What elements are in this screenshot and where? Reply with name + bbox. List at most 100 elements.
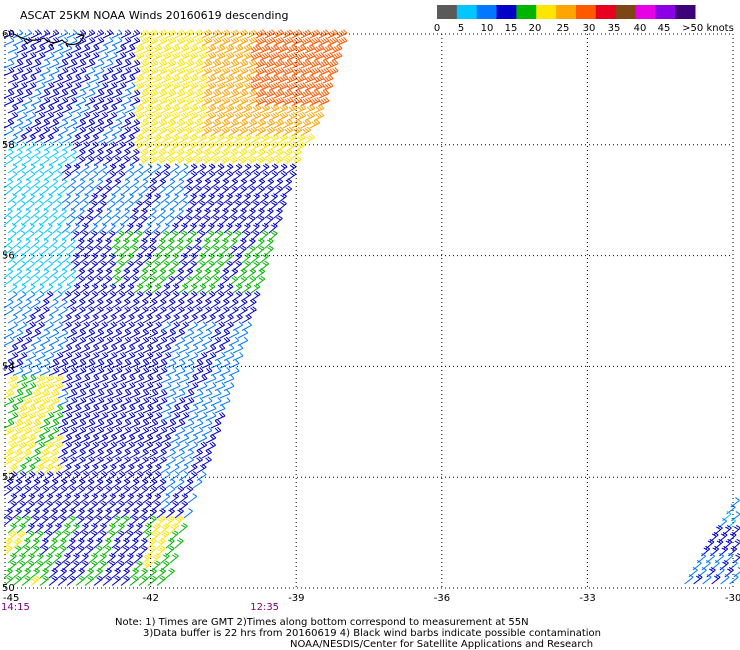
wind-barb xyxy=(727,531,737,543)
wind-barb xyxy=(156,298,167,309)
wind-barb xyxy=(201,178,212,189)
wind-barb xyxy=(318,59,330,69)
wind-barb xyxy=(25,313,36,324)
wind-barb xyxy=(25,552,35,564)
wind-barb xyxy=(174,237,184,249)
wind-barb xyxy=(12,367,24,376)
wind-barb xyxy=(7,344,19,354)
wind-barb xyxy=(142,104,154,114)
wind-barb xyxy=(106,382,118,391)
wind-barb xyxy=(214,193,224,204)
longitude-label: -42 xyxy=(143,593,159,604)
wind-barb xyxy=(57,508,67,519)
wind-barb xyxy=(102,397,114,406)
wind-barb xyxy=(138,298,149,309)
wind-barb xyxy=(169,133,180,144)
wind-barb xyxy=(70,552,80,564)
wind-barb xyxy=(228,29,240,39)
wind-barb xyxy=(178,441,190,451)
wind-barb xyxy=(7,434,19,444)
wind-barb xyxy=(147,178,158,189)
wind-barb xyxy=(48,59,60,69)
wind-barb xyxy=(237,237,247,249)
wind-barb xyxy=(48,567,58,579)
wind-barb xyxy=(39,29,51,39)
wind-barb xyxy=(264,96,276,106)
wind-barb xyxy=(169,522,179,534)
legend-label: 30 xyxy=(583,23,596,34)
wind-barb xyxy=(106,163,117,174)
wind-barb xyxy=(201,329,213,339)
wind-barb xyxy=(147,36,159,46)
wind-barb xyxy=(178,522,188,534)
wind-barb xyxy=(52,252,62,264)
wind-barb xyxy=(21,29,33,39)
wind-barb xyxy=(237,148,248,159)
wind-barb xyxy=(232,111,244,121)
wind-barb xyxy=(232,344,244,354)
wind-barb xyxy=(75,367,87,376)
wind-barb xyxy=(192,36,204,46)
wind-barb xyxy=(129,359,141,369)
wind-barb xyxy=(165,298,176,309)
wind-barb xyxy=(160,313,171,324)
wind-barb xyxy=(205,222,215,234)
wind-barb xyxy=(237,178,248,189)
wind-barb xyxy=(48,67,60,76)
wind-barb xyxy=(88,82,100,91)
wind-barb xyxy=(57,67,69,76)
wind-barb xyxy=(120,367,132,376)
wind-barb xyxy=(25,344,37,354)
wind-barb xyxy=(97,404,109,414)
wind-barb xyxy=(133,82,145,91)
wind-barb xyxy=(688,566,698,578)
wind-barb xyxy=(259,222,269,234)
wind-barb xyxy=(183,29,195,39)
wind-barb xyxy=(7,283,18,294)
wind-barb xyxy=(120,567,130,579)
wind-barb xyxy=(138,389,150,399)
wind-barb xyxy=(232,82,244,91)
wind-barb xyxy=(43,382,55,391)
wind-barb xyxy=(70,321,81,331)
wind-barb xyxy=(30,207,40,219)
wind-barb xyxy=(250,163,261,174)
wind-barb xyxy=(273,59,285,69)
wind-barb xyxy=(61,493,72,504)
wind-barb xyxy=(255,178,266,189)
wind-barb xyxy=(52,351,64,361)
wind-barb xyxy=(169,163,180,174)
wind-barb xyxy=(192,119,204,129)
wind-barb xyxy=(183,359,195,369)
wind-barb xyxy=(39,575,50,586)
wind-barb xyxy=(21,478,32,489)
wind-barb xyxy=(57,448,68,459)
wind-barb xyxy=(34,74,46,84)
wind-barb xyxy=(43,193,53,204)
wind-barb xyxy=(115,344,127,354)
wind-barb xyxy=(39,419,51,429)
wind-barb xyxy=(196,44,208,54)
wind-barb xyxy=(142,52,154,61)
wind-barb xyxy=(93,567,103,579)
wind-barb xyxy=(30,59,42,69)
wind-barb xyxy=(93,67,105,76)
wind-barb xyxy=(84,89,96,99)
wind-barb xyxy=(174,419,186,429)
wind-barb xyxy=(111,329,123,339)
wind-barb xyxy=(692,559,702,571)
wind-barb xyxy=(79,411,91,421)
wind-barb xyxy=(723,538,733,550)
wind-barb xyxy=(165,89,177,99)
wind-barb xyxy=(192,156,203,166)
wind-barb xyxy=(102,508,112,519)
wind-barb xyxy=(84,329,96,339)
wind-barb xyxy=(196,344,208,354)
wind-barb xyxy=(255,268,266,279)
wind-barb xyxy=(295,111,307,121)
wind-barb xyxy=(322,74,334,84)
wind-barb xyxy=(124,493,135,504)
wind-barb xyxy=(264,178,275,189)
wind-barb xyxy=(93,237,103,249)
wind-barb xyxy=(70,52,82,61)
